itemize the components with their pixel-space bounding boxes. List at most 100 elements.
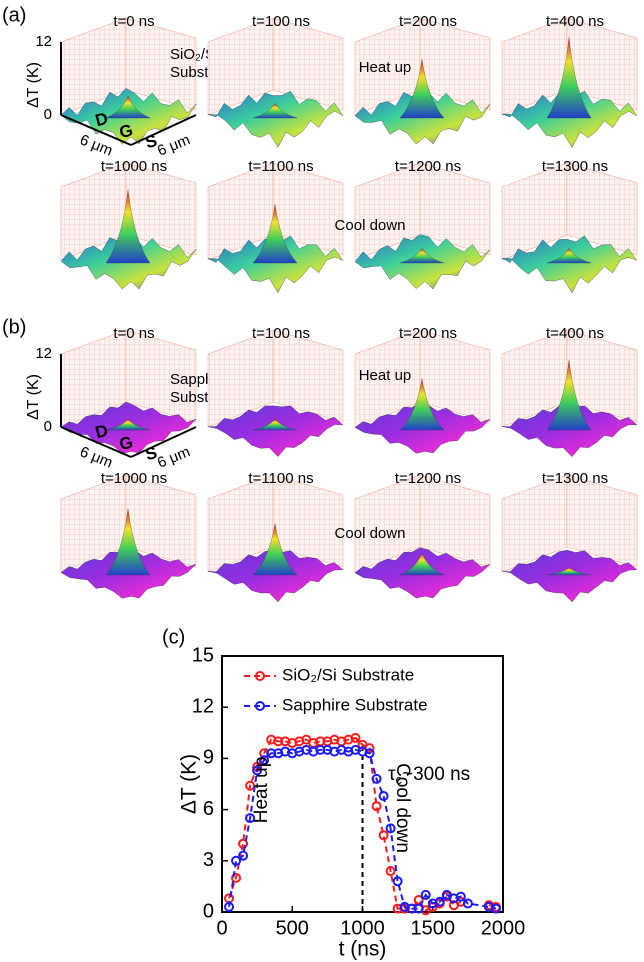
y-tick-label: 6 [203, 798, 214, 820]
data-point [245, 813, 256, 824]
surface-peak [252, 103, 298, 119]
legend-label: Sapphire Substrate [282, 695, 428, 714]
surface-peak [399, 552, 445, 576]
time-label: t=200 ns [399, 13, 457, 30]
time-label: t=0 ns [113, 325, 154, 342]
surface-peak [105, 189, 151, 264]
legend-label: SiO₂/Si Substrate [282, 665, 414, 684]
time-label: t=1200 ns [395, 158, 461, 175]
back-wall [125, 329, 197, 423]
electrode-label: D [93, 109, 110, 131]
y-tick-label: 12 [192, 695, 214, 717]
x-tick-label: 0 [216, 917, 227, 939]
time-label: t=100 ns [252, 13, 310, 30]
tau-symbol: τ [388, 764, 396, 785]
time-label: t=1300 ns [542, 470, 608, 487]
back-wall [272, 162, 344, 256]
x-tick-label: 500 [276, 917, 309, 939]
heat-label: Heat up [359, 59, 412, 76]
y-axis-label: 6 μm [155, 131, 193, 159]
x-tick-label: 1000 [340, 917, 385, 939]
data-point [420, 889, 431, 900]
back-wall [125, 162, 197, 256]
electrode-label: D [93, 421, 110, 443]
y-tick-label: 15 [192, 644, 214, 666]
cool-label: Cool down [335, 525, 406, 542]
electrode-label: G [117, 432, 135, 454]
data-point [371, 773, 382, 784]
surface [207, 405, 344, 457]
surface [501, 549, 638, 603]
data-point [378, 830, 389, 841]
surface-peak [546, 37, 592, 119]
surface-peak [546, 360, 592, 431]
surface-peak [252, 523, 298, 576]
surface-peak [252, 204, 298, 264]
back-wall [566, 17, 638, 111]
data-point [245, 780, 256, 791]
time-label: t=1200 ns [395, 470, 461, 487]
surface [501, 405, 638, 457]
tau-subscript: c [396, 772, 403, 787]
electrode-label: G [117, 120, 135, 142]
z-tick-label: 0 [44, 418, 52, 435]
time-label: t=200 ns [399, 325, 457, 342]
electrode-label: S [143, 443, 159, 464]
electrode-label: S [143, 131, 159, 152]
surface-peak [252, 418, 298, 431]
back-wall [419, 162, 491, 256]
surface-peak [105, 508, 151, 576]
y-axis [130, 114, 197, 146]
time-label: t=100 ns [252, 325, 310, 342]
data-point [238, 850, 249, 861]
data-point [385, 823, 396, 834]
data-point [434, 896, 445, 907]
y-tick-label: 0 [203, 900, 214, 922]
back-wall [272, 17, 344, 111]
surface [207, 91, 344, 148]
surface-peak [546, 567, 592, 576]
x-tick-label: 1500 [411, 917, 456, 939]
substrate-label: SiO₂/Si [170, 46, 218, 63]
surface [501, 235, 638, 294]
cool-label: Cool down [392, 763, 413, 853]
panel-label: (a) [2, 4, 26, 26]
data-point [259, 755, 270, 766]
surface-peak [399, 378, 445, 431]
surface-peak [399, 59, 445, 119]
data-point [462, 898, 473, 909]
tau-text: ~300 ns [402, 764, 470, 785]
surface-peak [105, 418, 151, 431]
time-label: t=1100 ns [248, 158, 313, 175]
back-wall [125, 17, 197, 111]
time-label: t=1300 ns [542, 158, 608, 175]
y-tick-label: 9 [203, 747, 214, 769]
z-axis-label: ΔT (K) [25, 62, 42, 108]
y-tick-label: 3 [203, 849, 214, 871]
surface-peak [546, 248, 592, 264]
back-wall [125, 474, 197, 568]
heat-label: Heat up [359, 367, 412, 384]
data-point [364, 748, 375, 759]
surface [207, 550, 344, 603]
time-label: t=400 ns [546, 13, 604, 30]
data-point [413, 903, 424, 914]
legend-marker [255, 671, 265, 681]
y-axis [130, 426, 197, 458]
back-wall [272, 329, 344, 423]
z-tick-label: 12 [35, 345, 52, 362]
data-point [378, 790, 389, 801]
surface-peak [399, 248, 445, 264]
data-point [385, 866, 396, 877]
y-axis-label: ΔT (K) [178, 754, 201, 814]
data-point [455, 891, 466, 902]
z-axis-label: ΔT (K) [25, 374, 42, 420]
back-wall [419, 17, 491, 111]
data-point [371, 801, 382, 812]
cool-label: Cool down [335, 217, 406, 234]
data-point [350, 732, 361, 743]
time-label: t=400 ns [546, 325, 604, 342]
data-point [490, 903, 501, 914]
y-axis-label: 6 μm [155, 443, 193, 471]
